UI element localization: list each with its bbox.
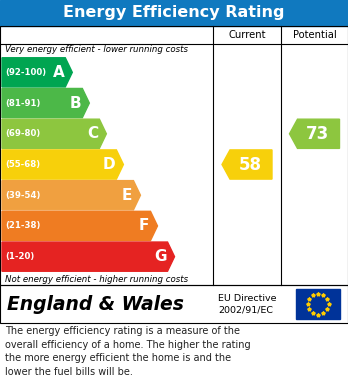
Bar (0, 26, 348, 285)
Text: 58: 58 (238, 156, 261, 174)
Text: England & Wales: England & Wales (7, 294, 184, 314)
Text: Potential: Potential (293, 30, 337, 40)
Text: (55-68): (55-68) (5, 160, 40, 169)
Polygon shape (2, 150, 124, 179)
Text: (92-100): (92-100) (5, 68, 46, 77)
Polygon shape (290, 119, 340, 149)
Text: (39-54): (39-54) (5, 191, 40, 200)
Text: Current: Current (228, 30, 266, 40)
Text: Very energy efficient - lower running costs: Very energy efficient - lower running co… (5, 45, 188, 54)
Bar (0, 285, 348, 323)
Text: C: C (87, 126, 98, 141)
Bar (0, 0, 348, 26)
Text: Energy Efficiency Rating: Energy Efficiency Rating (63, 5, 285, 20)
Text: F: F (139, 219, 150, 233)
Bar (0, 285, 348, 323)
Polygon shape (2, 181, 141, 210)
Text: (1-20): (1-20) (5, 252, 34, 261)
Text: (69-80): (69-80) (5, 129, 40, 138)
Text: A: A (53, 65, 64, 80)
Polygon shape (2, 119, 106, 149)
Text: B: B (70, 95, 81, 111)
Text: The energy efficiency rating is a measure of the
overall efficiency of a home. T: The energy efficiency rating is a measur… (5, 326, 251, 377)
Text: EU Directive
2002/91/EC: EU Directive 2002/91/EC (218, 294, 277, 314)
Text: D: D (103, 157, 116, 172)
Text: E: E (122, 188, 133, 203)
Polygon shape (222, 150, 272, 179)
Text: Not energy efficient - higher running costs: Not energy efficient - higher running co… (5, 275, 188, 284)
Polygon shape (2, 58, 72, 87)
Text: 73: 73 (306, 125, 329, 143)
Polygon shape (2, 242, 175, 271)
Polygon shape (2, 88, 89, 118)
Bar (296, 289, 340, 319)
Polygon shape (2, 211, 158, 240)
Text: (81-91): (81-91) (5, 99, 40, 108)
Text: (21-38): (21-38) (5, 221, 40, 230)
Text: G: G (154, 249, 167, 264)
